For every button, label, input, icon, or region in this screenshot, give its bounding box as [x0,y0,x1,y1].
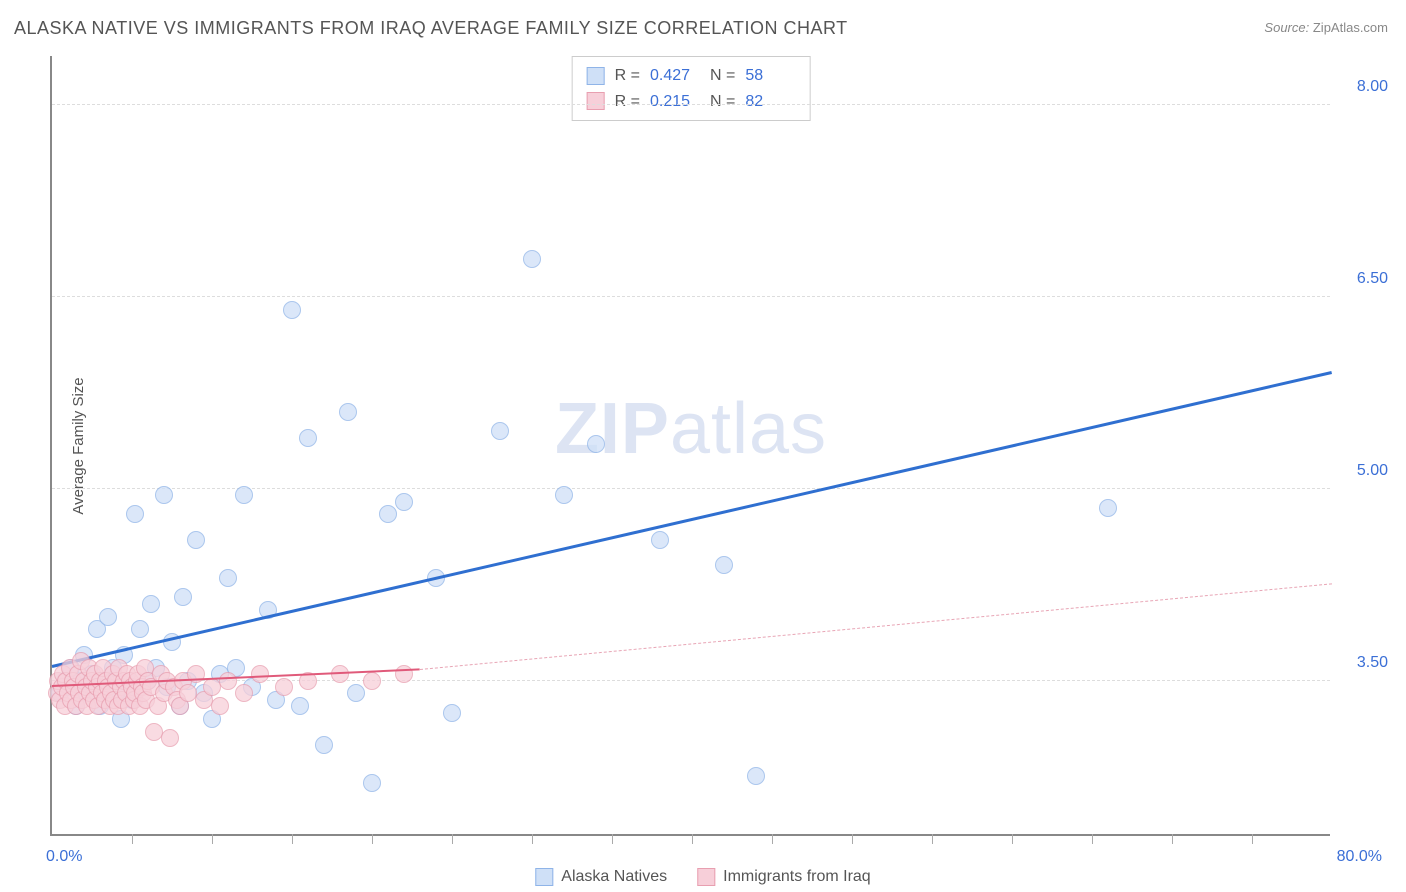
data-point [161,729,179,747]
data-point [523,250,541,268]
data-point [443,704,461,722]
data-point [299,429,317,447]
legend-swatch [587,67,605,85]
y-tick-label: 3.50 [1338,654,1388,672]
data-point [347,684,365,702]
data-point [155,486,173,504]
x-tick [772,834,773,844]
data-point [219,672,237,690]
watermark: ZIPatlas [555,388,827,470]
y-tick-label: 8.00 [1338,78,1388,96]
watermark-bold: ZIP [555,389,670,469]
chart-title: ALASKA NATIVE VS IMMIGRANTS FROM IRAQ AV… [14,18,848,39]
r-value: 0.427 [650,63,700,89]
stats-legend: R = 0.427 N = 58 R = 0.215 N = 82 [572,56,811,121]
data-point [587,435,605,453]
data-point [174,588,192,606]
x-tick [852,834,853,844]
series-legend: Alaska Natives Immigrants from Iraq [535,868,870,886]
gridline [52,296,1330,297]
data-point [126,505,144,523]
data-point [219,569,237,587]
data-point [379,505,397,523]
x-tick [1092,834,1093,844]
x-tick [532,834,533,844]
source-prefix: Source: [1264,20,1309,35]
r-value: 0.215 [650,89,700,115]
legend-item: Alaska Natives [535,868,667,886]
data-point [187,531,205,549]
trend-line [420,584,1332,671]
x-axis-min-label: 0.0% [46,848,82,866]
x-tick [212,834,213,844]
legend-swatch [535,868,553,886]
data-point [715,556,733,574]
data-point [555,486,573,504]
x-tick [1012,834,1013,844]
data-point [363,672,381,690]
n-value: 58 [745,63,795,89]
plot-area: ZIPatlas R =0.427N =58R =0.215N =82 3.50… [50,56,1330,836]
legend-label: Alaska Natives [561,868,667,886]
x-tick [452,834,453,844]
n-value: 82 [745,89,795,115]
data-point [1099,499,1117,517]
x-tick [1252,834,1253,844]
y-tick-label: 6.50 [1338,270,1388,288]
stats-row: R = 0.215 N = 82 [587,89,796,115]
x-tick [132,834,133,844]
watermark-rest: atlas [670,389,827,469]
legend-swatch [587,92,605,110]
stats-row: R = 0.427 N = 58 [587,63,796,89]
data-point [315,736,333,754]
trend-line [52,371,1333,668]
x-tick [372,834,373,844]
x-tick [612,834,613,844]
data-point [275,678,293,696]
r-label: R = [615,63,640,89]
x-tick [932,834,933,844]
data-point [251,665,269,683]
data-point [131,620,149,638]
x-tick [692,834,693,844]
legend-label: Immigrants from Iraq [723,868,871,886]
data-point [491,422,509,440]
data-point [99,608,117,626]
data-point [283,301,301,319]
n-label: N = [710,89,735,115]
data-point [747,767,765,785]
data-point [395,493,413,511]
r-label: R = [615,89,640,115]
data-point [142,595,160,613]
x-axis-max-label: 80.0% [1337,848,1382,866]
data-point [291,697,309,715]
legend-item: Immigrants from Iraq [697,868,871,886]
data-point [235,486,253,504]
y-tick-label: 5.00 [1338,462,1388,480]
data-point [363,774,381,792]
source-attribution: Source: ZipAtlas.com [1264,20,1388,35]
gridline [52,104,1330,105]
data-point [339,403,357,421]
x-tick [292,834,293,844]
data-point [211,697,229,715]
x-tick [1172,834,1173,844]
data-point [651,531,669,549]
n-label: N = [710,63,735,89]
legend-swatch [697,868,715,886]
source-name: ZipAtlas.com [1313,20,1388,35]
data-point [235,684,253,702]
gridline [52,680,1330,681]
